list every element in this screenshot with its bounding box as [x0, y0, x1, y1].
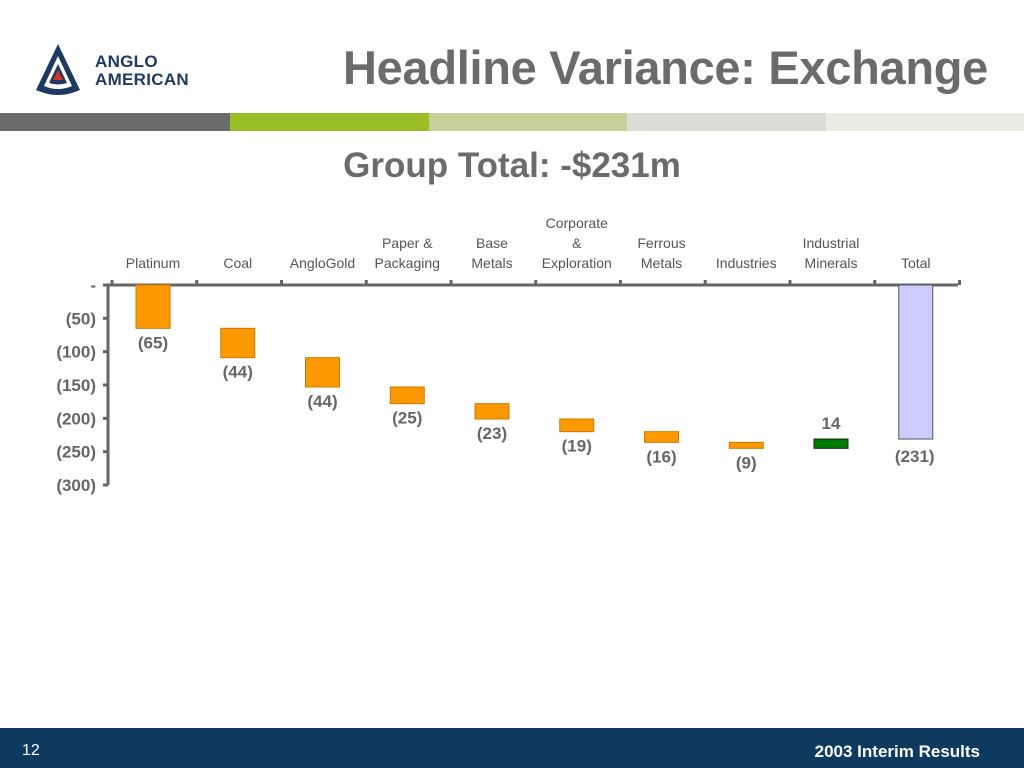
data-label: (25)	[392, 409, 422, 428]
footer-label: 2003 Interim Results	[814, 742, 980, 761]
chart-subtitle: Group Total: -$231m	[343, 146, 681, 185]
category-label: Metals	[641, 255, 682, 271]
category-label: Industries	[716, 255, 777, 271]
data-label: (16)	[646, 447, 676, 466]
data-label: (44)	[307, 392, 337, 411]
category-label: AngloGold	[290, 255, 355, 271]
y-tick-label: (250)	[56, 443, 96, 462]
y-tick-label: (100)	[56, 343, 96, 362]
logo-wordmark: ANGLO AMERICAN	[95, 53, 189, 89]
category-label: Platinum	[126, 255, 180, 271]
waterfall-bar	[813, 438, 849, 449]
category-label: Ferrous	[637, 235, 685, 251]
y-tick-label: (300)	[56, 476, 96, 495]
category-label: Industrial	[803, 235, 860, 251]
y-tick-label: (150)	[56, 376, 96, 395]
waterfall-bar	[389, 386, 425, 405]
waterfall-bar	[728, 441, 764, 449]
logo-line1: ANGLO	[95, 52, 158, 71]
waterfall-bar	[220, 327, 256, 359]
page-title: Headline Variance: Exchange	[343, 41, 988, 94]
category-label: Total	[901, 255, 931, 271]
y-tick-label: (50)	[66, 309, 96, 328]
category-label: &	[572, 235, 582, 251]
decorative-band-segment	[0, 113, 230, 131]
category-label: Minerals	[805, 255, 858, 271]
logo-line2: AMERICAN	[95, 70, 190, 89]
waterfall-bar	[474, 403, 510, 420]
data-label: (231)	[895, 447, 935, 466]
data-label: 14	[822, 414, 841, 433]
data-label: (19)	[562, 437, 592, 456]
footer-bar: 12 2003 Interim Results	[0, 728, 1024, 768]
decorative-band-segment	[230, 113, 429, 131]
data-label: (44)	[223, 363, 253, 382]
category-label: Packaging	[375, 255, 440, 271]
data-label: (9)	[736, 453, 757, 472]
category-label: Paper &	[382, 235, 433, 251]
category-label: Coal	[223, 255, 252, 271]
y-tick-label: -	[90, 276, 96, 295]
waterfall-bar	[135, 284, 171, 329]
waterfall-chart: - (50) (100) (150) (200) (250) (300) Platinum Co…	[56, 215, 961, 495]
waterfall-bar	[644, 431, 679, 443]
anglo-american-logo	[36, 44, 80, 95]
category-label: Metals	[471, 255, 512, 271]
waterfall-bar	[305, 357, 340, 388]
waterfall-bar	[559, 418, 595, 433]
decorative-band-segment	[627, 113, 826, 131]
data-label: (23)	[477, 424, 507, 443]
waterfall-bar	[898, 284, 934, 440]
y-tick-label: (200)	[56, 409, 96, 428]
category-label: Base	[476, 235, 508, 251]
page-number: 12	[22, 742, 40, 759]
data-label: (65)	[138, 333, 168, 352]
category-label: Corporate	[546, 215, 608, 231]
decorative-band-segment	[429, 113, 627, 131]
category-label: Exploration	[542, 255, 612, 271]
decorative-band-segment	[826, 113, 1024, 131]
